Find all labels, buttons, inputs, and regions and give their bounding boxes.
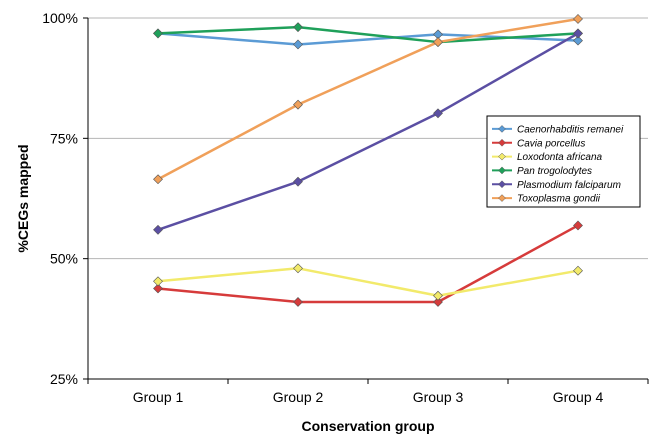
legend-label: Pan trogolodytes	[517, 166, 592, 177]
legend-swatch-marker	[498, 125, 506, 133]
data-point	[433, 108, 443, 119]
data-point	[573, 220, 583, 231]
legend: Caenorhabditis remanei Cavia porcellus Lox…	[486, 115, 641, 208]
x-tick-label: Group 1	[133, 389, 184, 405]
legend-label: Caenorhabditis remanei	[517, 124, 624, 135]
series-line	[157, 267, 579, 297]
series-group	[153, 220, 583, 307]
data-point	[433, 37, 443, 47]
legend-swatch-marker	[498, 194, 506, 202]
data-point	[293, 297, 303, 307]
data-point	[433, 290, 443, 301]
legend-box	[486, 115, 641, 208]
x-tick-label: Group 3	[413, 389, 464, 405]
x-axis-title: Conservation group	[301, 418, 434, 434]
legend-label: Loxodonta africana	[517, 152, 603, 163]
data-point	[573, 265, 583, 276]
legend-swatch-marker	[498, 180, 506, 189]
y-tick-labels: 25% 50% 75% 100%	[42, 10, 78, 387]
data-point	[573, 35, 583, 46]
data-point	[293, 39, 303, 50]
y-axis-title: %CEGs mapped	[15, 144, 31, 252]
legend-label: Plasmodium falciparum	[517, 180, 621, 191]
series-line	[157, 17, 579, 181]
data-point	[293, 22, 303, 33]
legend-label: Cavia porcellus	[517, 138, 585, 149]
data-point	[293, 263, 303, 274]
axes	[83, 17, 649, 384]
y-tick-label: 50%	[50, 251, 78, 267]
x-tick-label: Group 2	[273, 389, 324, 405]
series-line	[157, 32, 579, 231]
data-point	[153, 28, 163, 39]
y-tick-label: 100%	[42, 10, 78, 26]
legend-swatch-marker	[498, 166, 506, 175]
data-point	[153, 174, 163, 185]
series-group	[153, 14, 583, 185]
data-point	[573, 28, 583, 39]
data-point	[153, 283, 163, 294]
series	[153, 14, 583, 307]
series-group	[153, 28, 583, 235]
data-point	[573, 14, 583, 24]
legend-swatch-marker	[498, 152, 506, 161]
data-point	[433, 297, 443, 307]
data-point	[293, 176, 303, 187]
legend-label: Toxoplasma gondii	[517, 194, 601, 205]
y-tick-label: 25%	[50, 371, 78, 387]
series-group	[153, 263, 583, 301]
legend-swatch-marker	[498, 138, 506, 147]
data-point	[293, 99, 303, 110]
data-point	[153, 224, 163, 235]
x-tick-labels: Group 1 Group 2 Group 3 Group 4	[133, 389, 604, 405]
series-line	[157, 224, 579, 304]
y-tick-label: 75%	[50, 130, 78, 146]
data-point	[153, 276, 163, 287]
series-line	[157, 25, 579, 44]
series-group	[153, 22, 583, 47]
x-tick-label: Group 4	[553, 389, 604, 405]
